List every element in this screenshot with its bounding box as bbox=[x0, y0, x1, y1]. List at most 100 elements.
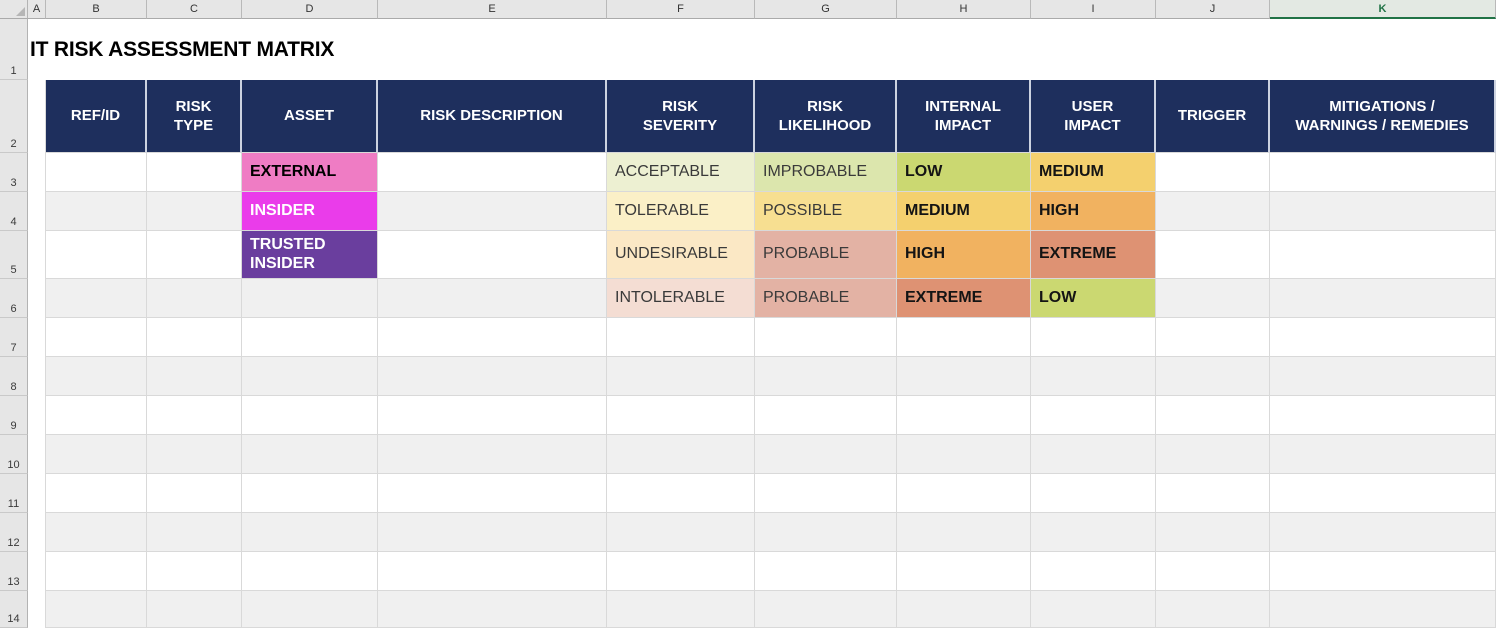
row-header-11[interactable]: 11 bbox=[0, 474, 28, 513]
cell-D9[interactable] bbox=[242, 396, 378, 435]
cell-D13[interactable] bbox=[242, 552, 378, 591]
cell-H13[interactable] bbox=[897, 552, 1031, 591]
cell-F7[interactable] bbox=[607, 318, 755, 357]
cell-D4[interactable]: INSIDER bbox=[242, 192, 378, 231]
cell-D12[interactable] bbox=[242, 513, 378, 552]
header-cell-G2[interactable]: RISK LIKELIHOOD bbox=[755, 80, 897, 153]
cell-B4[interactable] bbox=[46, 192, 147, 231]
row-header-14[interactable]: 14 bbox=[0, 591, 28, 628]
cell-G6[interactable]: PROBABLE bbox=[755, 279, 897, 318]
cell-J5[interactable] bbox=[1156, 231, 1270, 279]
cell-F3[interactable]: ACCEPTABLE bbox=[607, 153, 755, 192]
cell-I11[interactable] bbox=[1031, 474, 1156, 513]
cell-G12[interactable] bbox=[755, 513, 897, 552]
cell-C9[interactable] bbox=[147, 396, 242, 435]
row-header-5[interactable]: 5 bbox=[0, 231, 28, 279]
cell-D8[interactable] bbox=[242, 357, 378, 396]
cell-G4[interactable]: POSSIBLE bbox=[755, 192, 897, 231]
header-cell-J2[interactable]: TRIGGER bbox=[1156, 80, 1270, 153]
cell-G8[interactable] bbox=[755, 357, 897, 396]
header-cell-B2[interactable]: REF/ID bbox=[46, 80, 147, 153]
header-cell-D2[interactable]: ASSET bbox=[242, 80, 378, 153]
cell-K11[interactable] bbox=[1270, 474, 1496, 513]
row-header-7[interactable]: 7 bbox=[0, 318, 28, 357]
cell-F8[interactable] bbox=[607, 357, 755, 396]
select-all-corner[interactable] bbox=[0, 0, 28, 19]
cell-C10[interactable] bbox=[147, 435, 242, 474]
cell-K7[interactable] bbox=[1270, 318, 1496, 357]
cell-C6[interactable] bbox=[147, 279, 242, 318]
row-header-12[interactable]: 12 bbox=[0, 513, 28, 552]
cell-A12[interactable] bbox=[28, 513, 46, 552]
cell-C8[interactable] bbox=[147, 357, 242, 396]
cell-J8[interactable] bbox=[1156, 357, 1270, 396]
column-header-I[interactable]: I bbox=[1031, 0, 1156, 19]
column-header-J[interactable]: J bbox=[1156, 0, 1270, 19]
column-header-D[interactable]: D bbox=[242, 0, 378, 19]
cell-E10[interactable] bbox=[378, 435, 607, 474]
cell-J14[interactable] bbox=[1156, 591, 1270, 628]
cell-I13[interactable] bbox=[1031, 552, 1156, 591]
cell-E14[interactable] bbox=[378, 591, 607, 628]
cell-H14[interactable] bbox=[897, 591, 1031, 628]
cell-I6[interactable]: LOW bbox=[1031, 279, 1156, 318]
cell-H6[interactable]: EXTREME bbox=[897, 279, 1031, 318]
cell-A9[interactable] bbox=[28, 396, 46, 435]
cell-E3[interactable] bbox=[378, 153, 607, 192]
cell-J13[interactable] bbox=[1156, 552, 1270, 591]
cell-E12[interactable] bbox=[378, 513, 607, 552]
cell-title-row[interactable] bbox=[28, 19, 1496, 80]
cell-K4[interactable] bbox=[1270, 192, 1496, 231]
row-header-8[interactable]: 8 bbox=[0, 357, 28, 396]
cell-J10[interactable] bbox=[1156, 435, 1270, 474]
cell-F10[interactable] bbox=[607, 435, 755, 474]
cell-I3[interactable]: MEDIUM bbox=[1031, 153, 1156, 192]
cell-E4[interactable] bbox=[378, 192, 607, 231]
cell-H9[interactable] bbox=[897, 396, 1031, 435]
column-header-F[interactable]: F bbox=[607, 0, 755, 19]
cell-E11[interactable] bbox=[378, 474, 607, 513]
cell-C5[interactable] bbox=[147, 231, 242, 279]
column-header-C[interactable]: C bbox=[147, 0, 242, 19]
cell-A14[interactable] bbox=[28, 591, 46, 628]
cell-J9[interactable] bbox=[1156, 396, 1270, 435]
cell-J6[interactable] bbox=[1156, 279, 1270, 318]
row-header-9[interactable]: 9 bbox=[0, 396, 28, 435]
cell-J3[interactable] bbox=[1156, 153, 1270, 192]
row-header-6[interactable]: 6 bbox=[0, 279, 28, 318]
cell-K3[interactable] bbox=[1270, 153, 1496, 192]
cell-A7[interactable] bbox=[28, 318, 46, 357]
cell-K14[interactable] bbox=[1270, 591, 1496, 628]
cell-H8[interactable] bbox=[897, 357, 1031, 396]
header-cell-I2[interactable]: USER IMPACT bbox=[1031, 80, 1156, 153]
header-cell-K2[interactable]: MITIGATIONS / WARNINGS / REMEDIES bbox=[1270, 80, 1496, 153]
cell-H5[interactable]: HIGH bbox=[897, 231, 1031, 279]
column-header-H[interactable]: H bbox=[897, 0, 1031, 19]
cell-H7[interactable] bbox=[897, 318, 1031, 357]
header-cell-F2[interactable]: RISK SEVERITY bbox=[607, 80, 755, 153]
cell-C7[interactable] bbox=[147, 318, 242, 357]
cell-I7[interactable] bbox=[1031, 318, 1156, 357]
header-cell-C2[interactable]: RISK TYPE bbox=[147, 80, 242, 153]
cell-A4[interactable] bbox=[28, 192, 46, 231]
cell-G7[interactable] bbox=[755, 318, 897, 357]
column-header-B[interactable]: B bbox=[46, 0, 147, 19]
cell-D5[interactable]: TRUSTED INSIDER bbox=[242, 231, 378, 279]
cell-B13[interactable] bbox=[46, 552, 147, 591]
cell-H10[interactable] bbox=[897, 435, 1031, 474]
cell-K13[interactable] bbox=[1270, 552, 1496, 591]
cell-A6[interactable] bbox=[28, 279, 46, 318]
cell-K12[interactable] bbox=[1270, 513, 1496, 552]
cell-A3[interactable] bbox=[28, 153, 46, 192]
cell-B3[interactable] bbox=[46, 153, 147, 192]
cell-G9[interactable] bbox=[755, 396, 897, 435]
cell-A13[interactable] bbox=[28, 552, 46, 591]
header-cell-E2[interactable]: RISK DESCRIPTION bbox=[378, 80, 607, 153]
cell-F11[interactable] bbox=[607, 474, 755, 513]
cell-A2[interactable] bbox=[28, 80, 46, 153]
cell-B6[interactable] bbox=[46, 279, 147, 318]
cell-B12[interactable] bbox=[46, 513, 147, 552]
cell-A11[interactable] bbox=[28, 474, 46, 513]
cell-A8[interactable] bbox=[28, 357, 46, 396]
cell-H12[interactable] bbox=[897, 513, 1031, 552]
